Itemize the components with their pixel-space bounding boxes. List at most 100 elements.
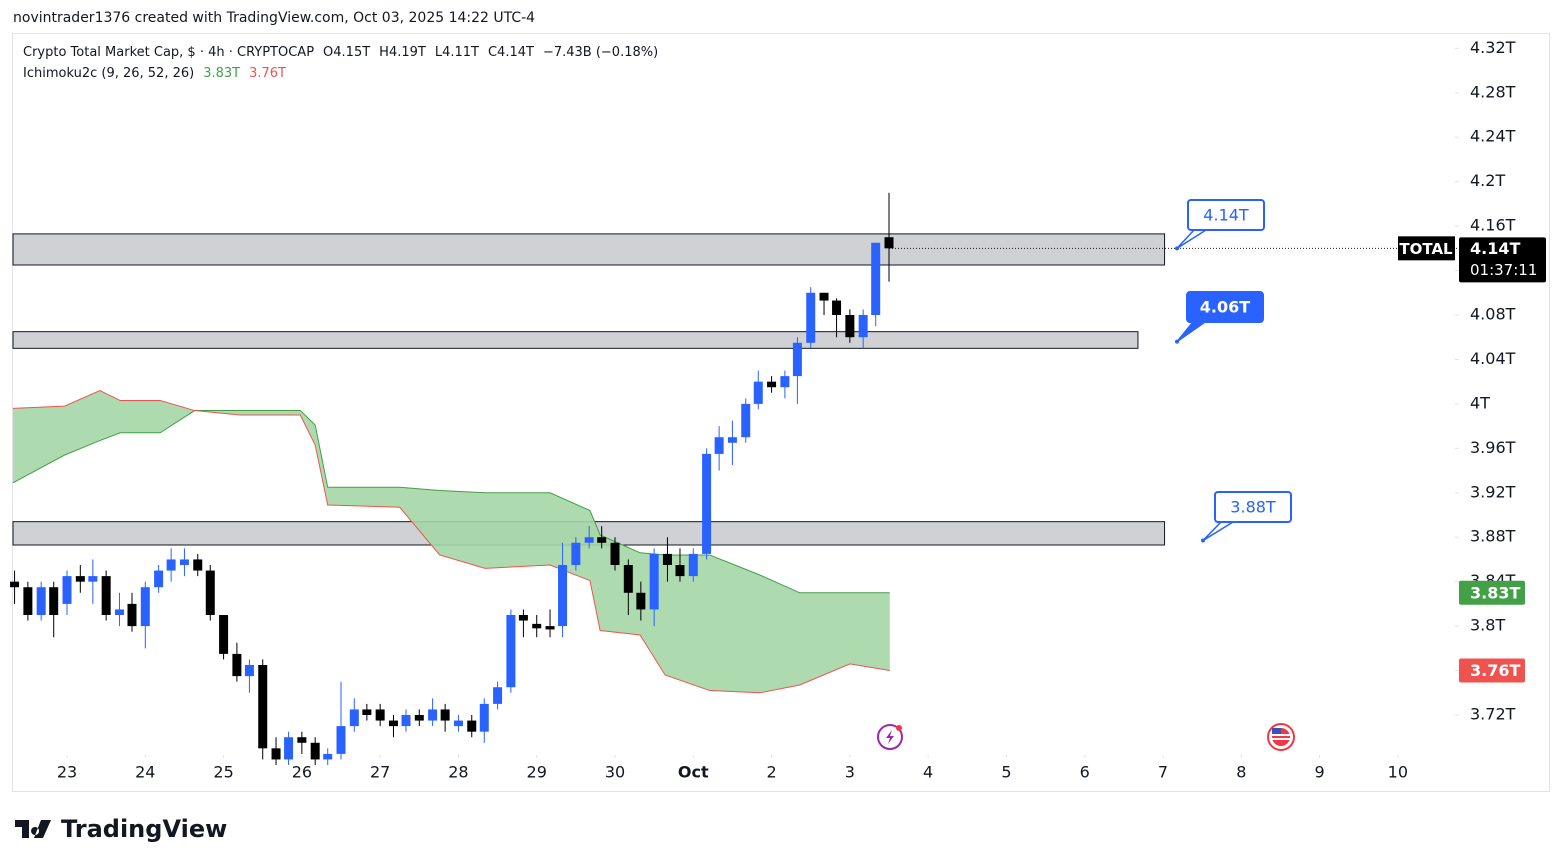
callout-text: 4.14T bbox=[1203, 206, 1249, 225]
x-tick-label: 10 bbox=[1388, 763, 1408, 782]
candle-body bbox=[714, 437, 724, 454]
cloud-line bbox=[12, 410, 890, 594]
candle-body bbox=[832, 300, 842, 315]
zone bbox=[12, 233, 1166, 266]
indicator-value-b: 3.76T bbox=[249, 66, 286, 81]
candle-body bbox=[506, 615, 516, 688]
candle-body bbox=[140, 587, 150, 627]
candle-body bbox=[584, 537, 594, 543]
callout-text: 3.88T bbox=[1230, 498, 1276, 517]
x-tick-label: Oct bbox=[678, 763, 709, 782]
callout-pointer bbox=[1202, 521, 1236, 542]
x-tick-label: 7 bbox=[1158, 763, 1168, 782]
x-tick-label: 27 bbox=[370, 763, 390, 782]
logo[interactable]: TradingView bbox=[15, 815, 227, 843]
candle-body bbox=[597, 537, 607, 543]
candle-body bbox=[558, 565, 568, 627]
callout-pointer bbox=[1176, 321, 1208, 343]
price-badge bbox=[1459, 237, 1546, 283]
candle-body bbox=[675, 565, 685, 577]
y-tick-label: 4.2T bbox=[1470, 171, 1505, 190]
candle-body bbox=[440, 709, 450, 721]
candle-body bbox=[36, 587, 46, 615]
x-tick-label: 23 bbox=[57, 763, 77, 782]
legend-title: Crypto Total Market Cap, $ · 4h · CRYPTO… bbox=[23, 45, 315, 60]
y-tick-label: 3.92T bbox=[1470, 482, 1516, 501]
candle-body bbox=[310, 742, 320, 760]
candle-body bbox=[858, 315, 868, 338]
candle-body bbox=[114, 609, 124, 615]
candle-body bbox=[623, 565, 633, 593]
candle-body bbox=[336, 726, 346, 754]
candle-body bbox=[688, 553, 698, 577]
candle-body bbox=[284, 737, 294, 760]
candle-body bbox=[154, 570, 164, 588]
candle-body bbox=[166, 559, 176, 571]
callout-box bbox=[1214, 491, 1292, 523]
header: novintrader1376 created with TradingView… bbox=[13, 10, 536, 26]
indicator-badge bbox=[1459, 580, 1525, 605]
zone bbox=[12, 331, 1139, 349]
x-tick-label: 26 bbox=[292, 763, 312, 782]
candle-body bbox=[792, 342, 802, 377]
y-tick-label: 4.08T bbox=[1470, 305, 1516, 324]
candle-body bbox=[244, 665, 254, 677]
candle-body bbox=[871, 242, 881, 315]
x-tick-label: 9 bbox=[1314, 763, 1324, 782]
y-tick-label: 4.04T bbox=[1470, 349, 1516, 368]
candle-body bbox=[23, 587, 33, 615]
callout-pointer bbox=[1176, 229, 1209, 249]
callout-box bbox=[1186, 291, 1264, 323]
x-tick-label: 5 bbox=[1001, 763, 1011, 782]
candle-body bbox=[741, 403, 751, 438]
candle-body bbox=[467, 720, 477, 732]
x-tick-label: 4 bbox=[923, 763, 933, 782]
candle-body bbox=[62, 576, 72, 604]
candle-body bbox=[806, 292, 816, 343]
candle-body bbox=[545, 626, 555, 630]
y-tick-label: 4.24T bbox=[1470, 127, 1516, 146]
candle-body bbox=[10, 581, 20, 588]
candle-body bbox=[845, 315, 855, 338]
cloud-line bbox=[12, 390, 890, 694]
y-tick-label: 4.28T bbox=[1470, 82, 1516, 101]
callout-anchor bbox=[1201, 538, 1205, 543]
candle-body bbox=[414, 715, 424, 721]
candle-body bbox=[493, 687, 503, 704]
legend-low: L4.11T bbox=[434, 45, 479, 60]
candle-body bbox=[75, 576, 85, 582]
candle-body bbox=[702, 453, 712, 554]
legend-change: −7.43B (−0.18%) bbox=[542, 45, 659, 60]
candle-body bbox=[453, 720, 463, 727]
economic-event-icon[interactable] bbox=[1267, 723, 1295, 751]
candle-body bbox=[649, 553, 659, 610]
candle-body bbox=[349, 709, 359, 727]
candle-body bbox=[258, 665, 268, 749]
y-tick-label: 3.72T bbox=[1470, 705, 1516, 724]
callout-text: 4.06T bbox=[1200, 298, 1250, 317]
candle-body bbox=[636, 592, 646, 610]
y-tick-label: 3.88T bbox=[1470, 527, 1516, 546]
event-icon[interactable] bbox=[877, 724, 903, 750]
candle-body bbox=[49, 587, 59, 615]
callout-anchor bbox=[1175, 246, 1179, 251]
x-tick-label: 2 bbox=[766, 763, 776, 782]
y-tick-label: 3.96T bbox=[1470, 438, 1516, 457]
countdown-label: 01:37:11 bbox=[1470, 261, 1537, 279]
candle-body bbox=[388, 720, 398, 727]
x-tick-label: 3 bbox=[845, 763, 855, 782]
symbol-label: TOTAL bbox=[1399, 240, 1453, 258]
x-tick-label: 6 bbox=[1080, 763, 1090, 782]
candle-body bbox=[753, 381, 763, 404]
y-tick-label: 3.8T bbox=[1470, 616, 1505, 635]
price-badge-label: 4.14T bbox=[1470, 239, 1520, 258]
indicator-badge-label: 3.83T bbox=[1470, 583, 1520, 602]
candle-body bbox=[101, 576, 111, 615]
plot: 4.14T4.06T3.88T3.72T3.76T3.8T3.84T3.88T3… bbox=[10, 38, 1546, 782]
x-tick-label: 24 bbox=[135, 763, 155, 782]
chart-frame bbox=[12, 33, 1550, 792]
legend-high: H4.19T bbox=[379, 45, 426, 60]
x-tick-label: 29 bbox=[527, 763, 547, 782]
